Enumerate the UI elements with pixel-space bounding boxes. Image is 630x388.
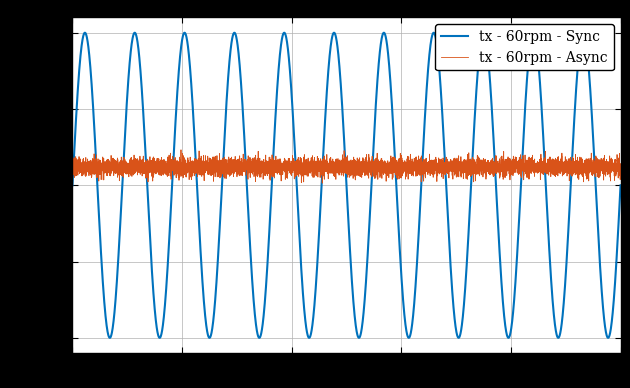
tx - 60rpm - Async <box>505 166 512 170</box>
tx - 60rpm - Sync <box>164 267 171 272</box>
tx - 60rpm - Sync <box>606 331 614 335</box>
tx - 60rpm - Sync <box>306 336 313 340</box>
Line: tx - 60rpm - Sync: tx - 60rpm - Sync <box>72 33 621 338</box>
Legend: tx - 60rpm - Sync, tx - 60rpm - Async: tx - 60rpm - Sync, tx - 60rpm - Async <box>435 24 614 71</box>
tx - 60rpm - Async <box>393 165 401 170</box>
tx - 60rpm - Sync <box>69 183 76 188</box>
tx - 60rpm - Sync <box>547 277 555 282</box>
tx - 60rpm - Async <box>96 171 104 176</box>
tx - 60rpm - Sync <box>302 326 310 331</box>
tx - 60rpm - Async <box>417 166 425 171</box>
tx - 60rpm - Async <box>319 181 326 185</box>
tx - 60rpm - Sync <box>617 183 624 188</box>
tx - 60rpm - Sync <box>380 30 387 35</box>
tx - 60rpm - Sync <box>279 33 287 38</box>
tx - 60rpm - Async <box>475 167 483 172</box>
tx - 60rpm - Async <box>617 161 624 166</box>
Line: tx - 60rpm - Async: tx - 60rpm - Async <box>72 150 621 183</box>
tx - 60rpm - Async <box>69 157 76 161</box>
tx - 60rpm - Async <box>177 147 185 152</box>
tx - 60rpm - Sync <box>131 30 139 35</box>
tx - 60rpm - Async <box>267 163 275 168</box>
